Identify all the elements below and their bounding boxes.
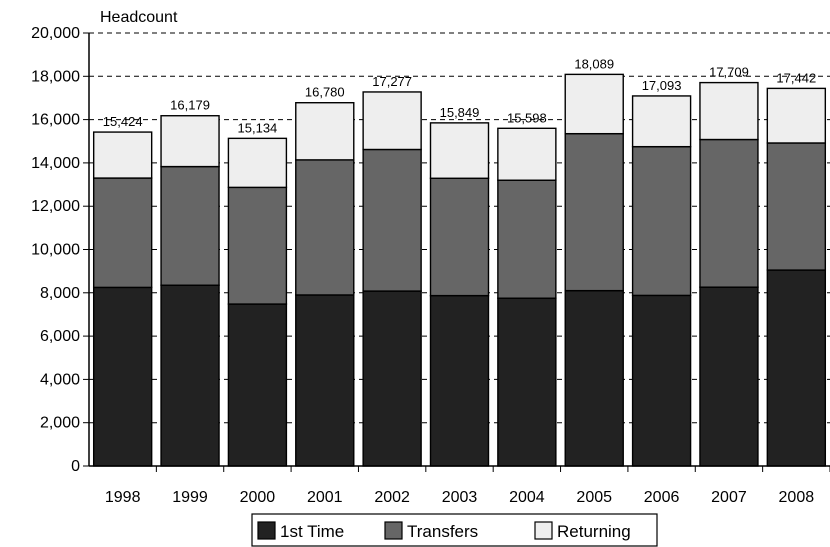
- bar-total-label: 16,780: [305, 85, 345, 100]
- bar-1st-time-2005: [564, 289, 624, 467]
- legend-swatch-transfers: [384, 521, 403, 540]
- bar-transfers-1999: [160, 165, 220, 286]
- legend-label-1st-time: 1st Time: [280, 522, 344, 541]
- y-tick-label: 20,000: [31, 25, 80, 42]
- x-tick-label: 1999: [172, 489, 208, 506]
- bar-returning-2000: [227, 137, 288, 189]
- bar-transfers-2001: [295, 159, 355, 296]
- bar-transfers-2006: [631, 145, 692, 297]
- bar-total-label: 15,598: [507, 110, 547, 125]
- x-tick-label: 2002: [374, 489, 410, 506]
- bar-total-label: 17,093: [642, 78, 682, 93]
- bar-returning-2001: [295, 102, 355, 161]
- legend-swatch-returning: [534, 521, 553, 540]
- bar-1st-time-2001: [295, 294, 355, 467]
- legend-swatch-1st-time: [257, 521, 276, 540]
- x-tick-label: 2000: [240, 489, 276, 506]
- y-tick-label: 16,000: [31, 112, 80, 129]
- legend: 1st Time Transfers Returning: [251, 513, 658, 547]
- bar-total-label: 16,179: [170, 98, 210, 113]
- bar-returning-2003: [429, 122, 490, 179]
- bar-returning-2005: [564, 73, 624, 135]
- x-tick-label: 2001: [307, 489, 343, 506]
- bar-returning-1998: [92, 131, 153, 179]
- bar-total-label: 15,424: [103, 114, 143, 129]
- bar-1st-time-2000: [227, 303, 288, 467]
- bar-1st-time-1998: [92, 286, 153, 467]
- bar-total-label: 17,277: [372, 74, 412, 89]
- y-tick-label: 2,000: [40, 415, 80, 432]
- bar-total-label: 15,134: [238, 120, 278, 135]
- x-tick-label: 2006: [644, 489, 680, 506]
- axes: 0 2,000 4,000 6,000 8,000 10,000 12,000 14,000 1…: [31, 25, 830, 506]
- bar-1st-time-1999: [160, 284, 220, 467]
- y-axis-title: Headcount: [100, 9, 178, 26]
- y-tick-label: 10,000: [31, 242, 80, 259]
- x-tick-label: 2004: [509, 489, 545, 506]
- x-tick-label: 2003: [442, 489, 478, 506]
- bars: 15,424 16,179 15,134 16,780 17,277 15,849 15,5…: [92, 56, 827, 467]
- y-tick-label: 4,000: [40, 371, 80, 388]
- bar-returning-2004: [497, 127, 557, 181]
- bar-transfers-2005: [564, 132, 624, 292]
- bar-transfers-1998: [92, 177, 153, 289]
- legend-label-transfers: Transfers: [407, 522, 478, 541]
- bar-1st-time-2008: [766, 269, 827, 467]
- bar-total-label: 18,089: [574, 56, 614, 71]
- bar-total-label: 17,709: [709, 65, 749, 80]
- bar-transfers-2008: [766, 142, 827, 271]
- bar-transfers-2004: [497, 179, 557, 299]
- bar-transfers-2003: [429, 177, 490, 297]
- bar-transfers-2007: [699, 138, 759, 288]
- bar-returning-2008: [766, 87, 827, 144]
- bar-returning-2002: [362, 91, 422, 151]
- bar-1st-time-2004: [497, 297, 557, 467]
- bar-total-label: 17,442: [776, 70, 816, 85]
- bar-1st-time-2002: [362, 290, 422, 467]
- legend-box: [251, 513, 658, 547]
- bar-total-label: 15,849: [440, 105, 480, 120]
- bar-1st-time-2006: [631, 294, 692, 467]
- y-tick-label: 12,000: [31, 198, 80, 215]
- bar-1st-time-2003: [429, 294, 490, 467]
- x-tick-label: 2008: [779, 489, 815, 506]
- y-tick-label: 6,000: [40, 328, 80, 345]
- y-tick-label: 18,000: [31, 68, 80, 85]
- bar-transfers-2002: [362, 148, 422, 292]
- bar-returning-2006: [631, 95, 692, 148]
- x-tick-label: 2007: [711, 489, 747, 506]
- bar-transfers-2000: [227, 186, 288, 305]
- x-tick-label: 2005: [576, 489, 612, 506]
- y-tick-label: 8,000: [40, 285, 80, 302]
- bar-returning-1999: [160, 115, 220, 168]
- bar-1st-time-2007: [699, 286, 759, 467]
- y-tick-label: 14,000: [31, 155, 80, 172]
- y-tick-label: 0: [71, 458, 80, 475]
- bar-returning-2007: [699, 81, 759, 141]
- x-tick-label: 1998: [105, 489, 141, 506]
- legend-label-returning: Returning: [557, 522, 631, 541]
